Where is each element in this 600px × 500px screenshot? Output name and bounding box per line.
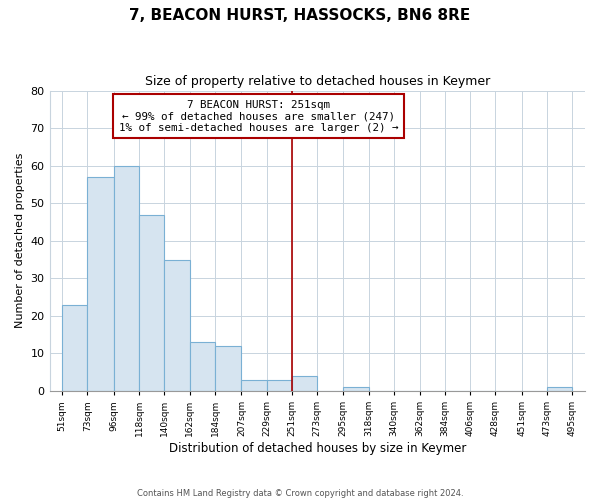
Bar [164,260,190,391]
Bar [139,214,164,391]
Title: Size of property relative to detached houses in Keymer: Size of property relative to detached ho… [145,75,490,88]
Bar [114,166,139,391]
Bar [62,304,88,391]
Text: 7 BEACON HURST: 251sqm
← 99% of detached houses are smaller (247)
1% of semi-det: 7 BEACON HURST: 251sqm ← 99% of detached… [119,100,398,133]
Bar [241,380,267,391]
Y-axis label: Number of detached properties: Number of detached properties [15,153,25,328]
X-axis label: Distribution of detached houses by size in Keymer: Distribution of detached houses by size … [169,442,466,455]
Bar [215,346,241,391]
Bar [190,342,215,391]
Text: 7, BEACON HURST, HASSOCKS, BN6 8RE: 7, BEACON HURST, HASSOCKS, BN6 8RE [130,8,470,22]
Bar [343,388,369,391]
Text: Contains HM Land Registry data © Crown copyright and database right 2024.: Contains HM Land Registry data © Crown c… [137,488,463,498]
Bar [292,376,317,391]
Bar [88,177,114,391]
Bar [267,380,292,391]
Bar [547,388,572,391]
